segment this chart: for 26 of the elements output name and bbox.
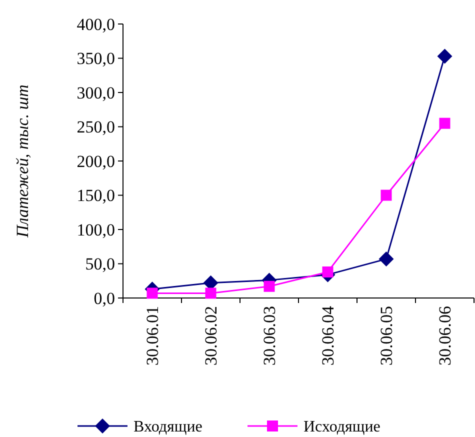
legend-label: Исходящие [304, 418, 380, 436]
x-tick-label: 30.06.06 [436, 306, 455, 366]
y-tick-label: 200,0 [76, 152, 115, 171]
x-tick-label: 30.06.04 [318, 306, 338, 366]
x-tick-label: 30.06.03 [260, 306, 280, 366]
x-tick-label: 30.06.05 [377, 306, 396, 366]
point [322, 266, 334, 278]
y-axis-title: Платежей, тыс. шт [12, 84, 32, 238]
point [146, 288, 158, 299]
point [437, 48, 452, 64]
point [380, 190, 392, 201]
y-tick-label: 250,0 [76, 118, 115, 137]
point [205, 288, 216, 299]
x-tick-label: 30.06.01 [143, 306, 162, 366]
y-tick-label: 0,0 [94, 288, 115, 308]
point [264, 280, 275, 292]
point [439, 118, 450, 129]
y-tick-label: 300,0 [76, 83, 115, 102]
x-tick-label: 30.06.02 [202, 306, 221, 366]
y-tick-label: 100,0 [76, 220, 115, 240]
y-tick-label: 400,0 [76, 14, 115, 34]
y-tick-label: 350,0 [76, 49, 115, 68]
point [378, 251, 394, 266]
y-tick-label: 50,0 [85, 254, 115, 274]
y-tick-label: 150,0 [76, 186, 115, 206]
legend-label: Входящие [134, 418, 202, 436]
